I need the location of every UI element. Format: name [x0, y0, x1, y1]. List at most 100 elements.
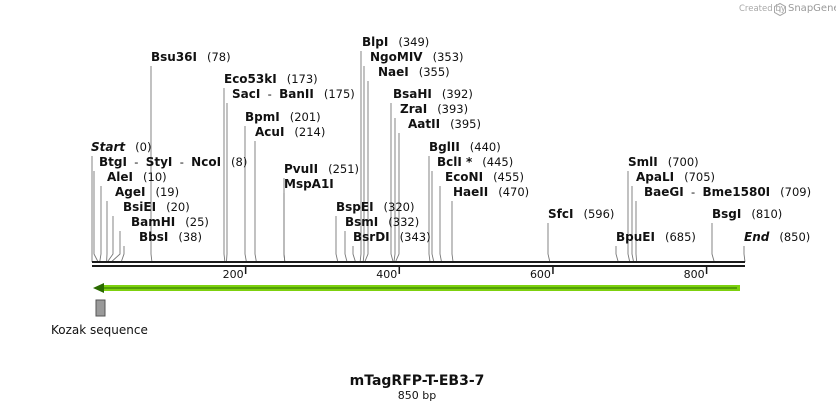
site-labels: Bsu36I (78) BlpI (349)NgoMIV (353) NaeI (355) E… [91, 35, 811, 244]
site-position: (395) [450, 117, 481, 131]
site-label-bamhi[interactable]: BamHI (25) [131, 215, 209, 229]
site-enzyme-name: Bsu36I [151, 50, 197, 64]
site-leader-bamhi [110, 231, 121, 263]
site-label-btgi-styi-ncoi[interactable]: BtgI - StyI - NcoI (8) [99, 155, 247, 169]
site-position: (455) [493, 170, 524, 184]
site-enzyme-name: SacI [232, 87, 260, 101]
site-label-bsrdi[interactable]: BsrDI (343) [353, 230, 431, 244]
site-enzyme-name: BbsI [139, 230, 168, 244]
site-enzyme-name: BglII [429, 140, 460, 154]
site-label-apali[interactable]: ApaLI (705) [636, 170, 715, 184]
site-label-bsahi[interactable]: BsaHI (392) [393, 87, 473, 101]
site-label-bpmi[interactable]: BpmI (201) [245, 110, 321, 124]
sequence-title: mTagRFP-T-EB3-7 [350, 373, 485, 389]
site-position: (445) [482, 155, 513, 169]
site-enzyme-name: AgeI [115, 185, 145, 199]
site-label-bsu36i[interactable]: Bsu36I (78) [151, 50, 231, 64]
site-enzyme-name: StyI [146, 155, 173, 169]
site-leader-bbsi [120, 246, 125, 263]
site-leader-bsu36i [150, 66, 153, 263]
site-position: (392) [442, 87, 473, 101]
site-label-bspei[interactable]: BspEI (320) [336, 200, 414, 214]
site-label-mspa1i[interactable]: MspA1I [284, 177, 334, 191]
site-label-smli[interactable]: SmlI (700) [628, 155, 699, 169]
site-label-start[interactable]: Start (0) [91, 140, 151, 154]
site-leader-bpuei [615, 246, 619, 263]
site-leader-bsmi [344, 231, 348, 263]
site-position: (19) [155, 185, 179, 199]
site-label-sfci[interactable]: SfcI (596) [548, 207, 614, 221]
site-leader-bsahi [390, 103, 394, 263]
site-leader-bcli [431, 171, 435, 263]
kozak-box[interactable] [95, 299, 106, 317]
site-position: (173) [287, 72, 318, 86]
ruler-tick-label: 600 [530, 268, 551, 281]
site-leader-bpmi [244, 126, 247, 263]
ruler-tick-label: 400 [376, 268, 397, 281]
snapgene-credit: Created by SnapGene [739, 2, 836, 17]
site-position: (709) [780, 185, 811, 199]
site-position: (332) [388, 215, 419, 229]
orf-arrow[interactable] [93, 283, 740, 293]
site-position: (214) [294, 125, 325, 139]
site-label-saci-banii[interactable]: SacI - BanII (175) [232, 87, 355, 101]
site-leader-lines [91, 51, 746, 263]
site-enzyme-name: BlpI [362, 35, 388, 49]
site-label-pvuii[interactable]: PvuII (251) [284, 162, 359, 176]
site-leader-bglii [428, 156, 431, 263]
site-enzyme-name: BamHI [131, 215, 175, 229]
site-enzyme-name: BpuEI [616, 230, 655, 244]
site-leader-bsgi [711, 223, 715, 263]
site-leader-haeii [451, 201, 454, 263]
site-label-bglii[interactable]: BglII (440) [429, 140, 501, 154]
site-leader-bsrdi [352, 246, 356, 263]
site-leader-aatii [395, 133, 400, 263]
site-leader-ngomiv [362, 66, 365, 263]
site-enzyme-name: HaeII [453, 185, 488, 199]
site-label-bpuei[interactable]: BpuEI (685) [616, 230, 696, 244]
site-position: (700) [668, 155, 699, 169]
site-leader-sfci [547, 223, 551, 263]
site-label-bsgi[interactable]: BsgI (810) [712, 207, 782, 221]
site-position: (850) [779, 230, 810, 244]
site-label-zrai[interactable]: ZraI (393) [400, 102, 468, 116]
site-enzyme-name: AatII [408, 117, 440, 131]
site-label-bsiei[interactable]: BsiEI (20) [123, 200, 190, 214]
site-leader-bsiei [106, 216, 114, 263]
site-separator: - [260, 87, 279, 101]
site-label-end[interactable]: End (850) [744, 230, 810, 244]
site-position: (20) [166, 200, 190, 214]
ruler-tick-label: 200 [223, 268, 244, 281]
site-label-aatii[interactable]: AatII (395) [408, 117, 481, 131]
site-enzyme-name: BsgI [712, 207, 741, 221]
site-label-haeii[interactable]: HaeII (470) [453, 185, 529, 199]
site-label-econi[interactable]: EcoNI (455) [445, 170, 524, 184]
site-position: (251) [328, 162, 359, 176]
site-label-naei[interactable]: NaeI (355) [378, 65, 450, 79]
site-enzyme-name: BsmI [345, 215, 378, 229]
site-enzyme-name: BtgI [99, 155, 127, 169]
site-leader-bspei [335, 216, 339, 263]
site-enzyme-name: Eco53kI [224, 72, 277, 86]
site-leader-naei [364, 81, 369, 263]
site-label-bbsi[interactable]: BbsI (38) [139, 230, 202, 244]
kozak-feature[interactable]: Kozak sequence [51, 299, 148, 337]
site-label-acui[interactable]: AcuI (214) [255, 125, 325, 139]
site-label-bcli[interactable]: BclI * (445) [437, 155, 513, 169]
site-position: (320) [384, 200, 415, 214]
site-label-alei[interactable]: AleI (10) [107, 170, 167, 184]
site-label-ngomiv[interactable]: NgoMIV (353) [370, 50, 464, 64]
site-leader-acui [254, 141, 257, 263]
site-position: (470) [498, 185, 529, 199]
site-enzyme-name: BanII [279, 87, 314, 101]
credit-prefix: Created by [739, 4, 786, 14]
site-leader-alei [99, 186, 102, 263]
site-position: (393) [437, 102, 468, 116]
site-label-blpi[interactable]: BlpI (349) [362, 35, 429, 49]
site-label-baegi-bme1580i[interactable]: BaeGI - Bme1580I (709) [644, 185, 811, 199]
site-enzyme-name: Bme1580I [702, 185, 770, 199]
site-label-eco53ki[interactable]: Eco53kI (173) [224, 72, 318, 86]
site-leader-econi [439, 186, 442, 263]
site-label-agei[interactable]: AgeI (19) [115, 185, 179, 199]
site-label-bsmi[interactable]: BsmI (332) [345, 215, 419, 229]
